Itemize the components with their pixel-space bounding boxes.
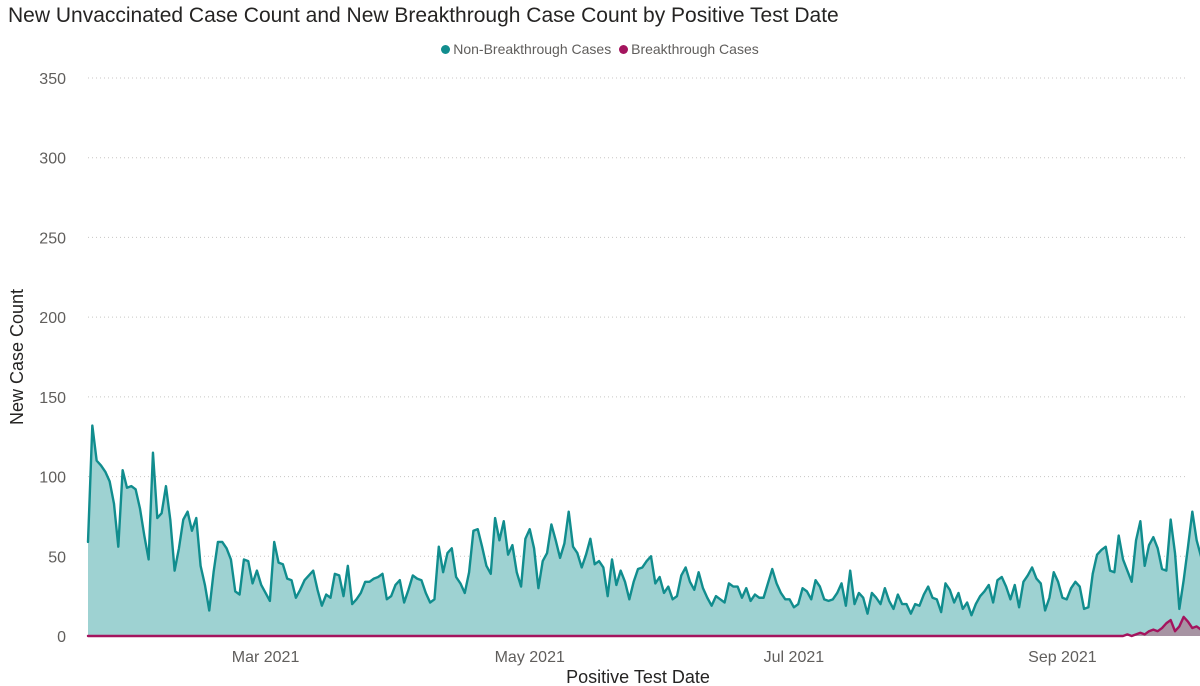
y-axis-ticks: 0 50 100 150 200 250 300 350	[39, 71, 66, 646]
legend-label-non-breakthrough: Non-Breakthrough Cases	[453, 41, 612, 57]
x-axis-title: Positive Test Date	[566, 667, 710, 686]
y-tick-label: 0	[57, 629, 66, 646]
y-tick-label: 350	[39, 71, 66, 88]
x-axis-ticks: Mar 2021 May 2021 Jul 2021 Sep 2021	[232, 649, 1097, 666]
y-tick-label: 50	[48, 549, 66, 566]
legend-item-non-breakthrough[interactable]: Non-Breakthrough Cases	[441, 41, 611, 57]
x-tick-label: Mar 2021	[232, 649, 300, 666]
legend-marker-breakthrough	[619, 45, 629, 54]
x-tick-label: Jul 2021	[764, 649, 825, 666]
chart-title: New Unvaccinated Case Count and New Brea…	[8, 4, 839, 27]
y-tick-label: 150	[39, 390, 66, 407]
line-breakthrough[interactable]	[86, 582, 1200, 638]
y-tick-label: 200	[39, 310, 66, 327]
legend-item-breakthrough[interactable]: Breakthrough Cases	[619, 41, 759, 57]
legend: Non-Breakthrough Cases Breakthrough Case…	[0, 41, 1200, 57]
series-areas	[86, 147, 1200, 638]
y-tick-label: 100	[39, 470, 66, 487]
line-non-breakthrough[interactable]	[86, 147, 1200, 617]
legend-marker-non-breakthrough	[441, 45, 451, 54]
legend-label-breakthrough: Breakthrough Cases	[631, 41, 759, 57]
y-tick-label: 300	[39, 151, 66, 168]
gridlines	[88, 77, 1188, 557]
y-axis-title: New Case Count	[7, 289, 27, 425]
y-tick-label: 250	[39, 230, 66, 247]
x-tick-label: May 2021	[495, 649, 565, 666]
area-non-breakthrough	[88, 425, 1200, 636]
x-tick-label: Sep 2021	[1028, 649, 1097, 666]
